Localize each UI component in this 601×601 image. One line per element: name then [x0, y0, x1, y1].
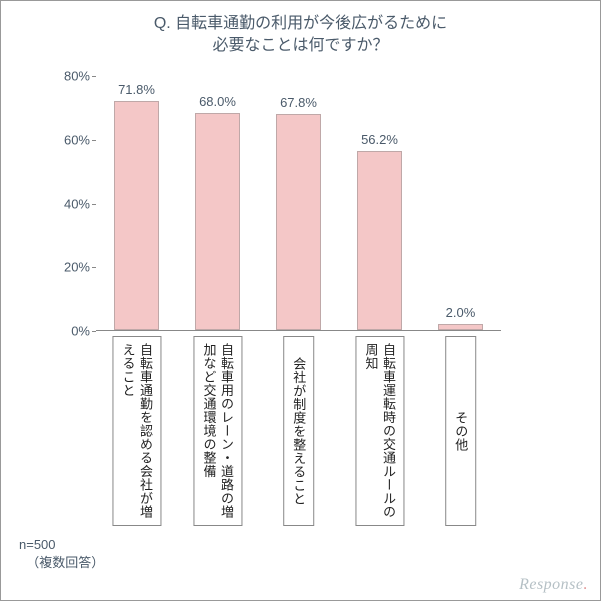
x-category-label: 自転車運転時の交通ルールの周知	[355, 336, 404, 526]
plot: 0%20%40%60%80%71.8%68.0%67.8%56.2%2.0%	[96, 76, 501, 331]
y-tick-label: 80%	[46, 69, 90, 84]
bar-value-label: 56.2%	[344, 132, 416, 147]
bar	[114, 101, 159, 330]
watermark-text: Response	[519, 576, 583, 593]
x-category-label: 会社が制度を整えること	[283, 336, 315, 526]
y-tick-label: 20%	[46, 260, 90, 275]
watermark-dot: .	[584, 576, 589, 593]
y-tick-label: 60%	[46, 132, 90, 147]
title-line2: 必要なことは何ですか？	[212, 37, 388, 54]
chart-area: 0%20%40%60%80%71.8%68.0%67.8%56.2%2.0%	[96, 76, 501, 331]
watermark: Response.	[519, 576, 588, 594]
bar	[357, 151, 402, 330]
bar	[276, 114, 321, 330]
x-category-label: その他	[445, 336, 477, 526]
chart-title: Q. 自転車通勤の利用が今後広がるために 必要なことは何ですか？	[1, 1, 600, 58]
x-category-label: 自転車用のレーン・道路の増加など交通環境の整備	[193, 336, 242, 526]
bar	[195, 113, 240, 330]
bar	[438, 324, 483, 330]
x-category-label: 自転車通勤を認める会社が増えること	[112, 336, 161, 526]
footnote-n: n=500	[19, 537, 56, 552]
y-tick-label: 40%	[46, 196, 90, 211]
y-tick-mark	[92, 331, 96, 332]
y-tick-label: 0%	[46, 324, 90, 339]
bar-value-label: 71.8%	[101, 82, 173, 97]
title-line1: Q. 自転車通勤の利用が今後広がるために	[154, 15, 447, 32]
bar-value-label: 2.0%	[425, 305, 497, 320]
bar-value-label: 68.0%	[182, 94, 254, 109]
y-tick-mark	[92, 140, 96, 141]
footnote-multi: （複数回答）	[26, 555, 104, 570]
bar-value-label: 67.8%	[263, 95, 335, 110]
y-tick-mark	[92, 204, 96, 205]
y-tick-mark	[92, 76, 96, 77]
y-tick-mark	[92, 267, 96, 268]
footnote: n=500 （複数回答）	[19, 536, 104, 572]
